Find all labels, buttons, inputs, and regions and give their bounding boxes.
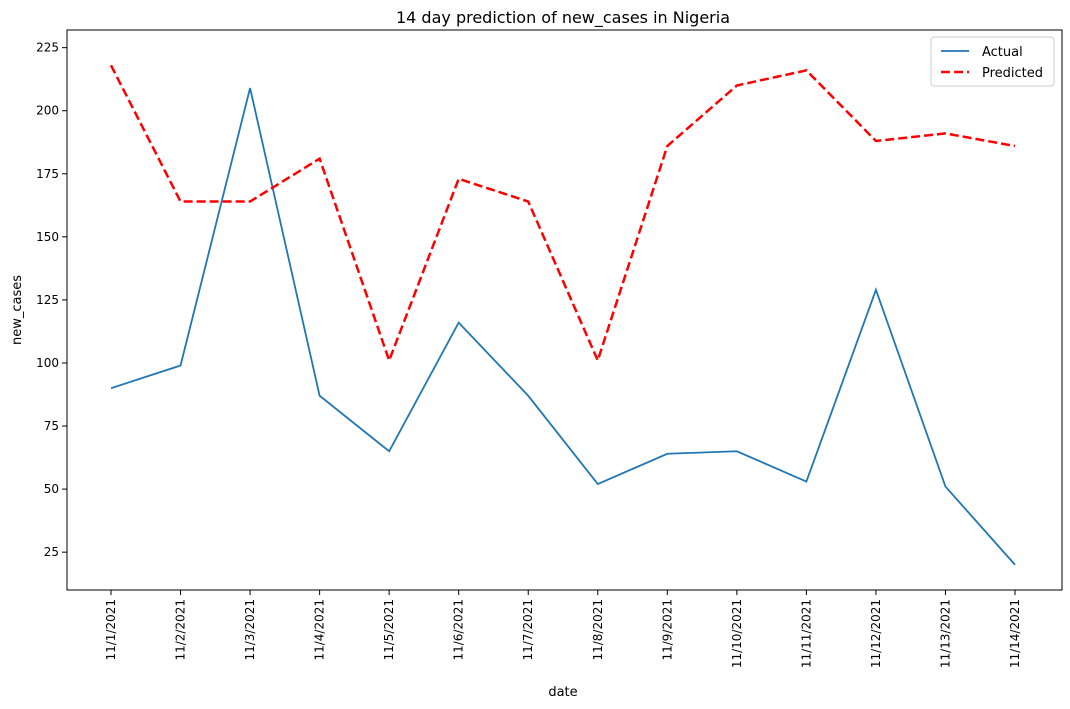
x-tick-label: 11/13/2021	[938, 599, 952, 668]
chart-title: 14 day prediction of new_cases in Nigeri…	[396, 8, 730, 28]
x-tick-label: 11/2/2021	[174, 599, 188, 661]
plot-area	[66, 29, 1063, 591]
series-lines	[109, 64, 1016, 566]
x-tick-label: 11/11/2021	[799, 599, 813, 668]
x-tick-label: 11/12/2021	[869, 599, 883, 668]
x-tick-label: 11/9/2021	[660, 599, 674, 661]
y-tick-label: 100	[36, 356, 59, 370]
x-axis: 11/1/2021 11/2/2021 11/3/2021 11/4/2021 11/5…	[104, 590, 1022, 668]
y-tick-label: 25	[44, 545, 59, 559]
x-tick-label: 11/8/2021	[591, 599, 605, 661]
x-tick-label: 11/7/2021	[521, 599, 535, 661]
x-axis-label: date	[548, 685, 577, 700]
x-tick-label: 11/5/2021	[382, 599, 396, 661]
y-tick-label: 125	[36, 293, 59, 307]
y-tick-label: 150	[36, 230, 59, 244]
y-tick-label: 225	[36, 41, 59, 55]
y-tick-label: 75	[44, 419, 59, 433]
legend-label-actual: Actual	[982, 45, 1023, 60]
x-tick-label: 11/10/2021	[730, 599, 744, 668]
series-line-predicted	[109, 64, 1016, 365]
x-tick-label: 11/1/2021	[104, 599, 118, 661]
y-axis: 25 50 75 100 125 150 175 200 225	[36, 41, 67, 559]
y-axis-label: new_cases	[10, 275, 25, 345]
x-tick-label: 11/6/2021	[452, 599, 466, 661]
series-line-actual	[110, 87, 1016, 566]
y-tick-label: 175	[36, 167, 59, 181]
legend-box	[930, 36, 1055, 87]
x-tick-label: 11/14/2021	[1008, 599, 1022, 668]
y-tick-label: 50	[44, 482, 59, 496]
x-tick-label: 11/4/2021	[313, 599, 327, 661]
legend-label-predicted: Predicted	[982, 66, 1043, 81]
x-tick-label: 11/3/2021	[243, 599, 257, 661]
legend: Actual Predicted	[930, 36, 1055, 87]
y-tick-label: 200	[36, 104, 59, 118]
